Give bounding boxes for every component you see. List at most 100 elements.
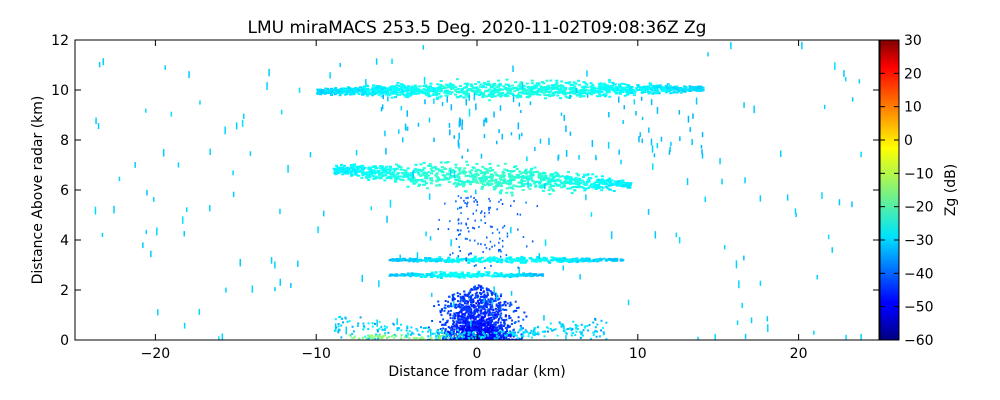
echo-cell — [435, 172, 439, 175]
echo-cell — [495, 313, 498, 316]
echo-cell — [483, 305, 486, 308]
echo-cell — [392, 334, 395, 337]
echo-cell — [499, 306, 502, 309]
echo-cell — [470, 320, 472, 327]
echo-cell — [508, 175, 512, 178]
echo-cell — [549, 322, 552, 325]
echo-cell — [538, 182, 541, 185]
echo-cell — [478, 318, 481, 321]
echo-cell — [400, 274, 403, 277]
echo-cell — [589, 89, 593, 92]
echo-cell — [542, 82, 546, 85]
echo-cell — [470, 287, 473, 290]
echo-cell — [462, 307, 465, 309]
echo-cell — [593, 89, 597, 92]
echo-cell — [485, 334, 488, 337]
echo-cell — [460, 306, 463, 309]
echo-cell — [431, 166, 435, 169]
echo-cell — [458, 170, 462, 173]
echo-cell — [456, 90, 460, 93]
echo-cell — [393, 333, 396, 336]
echo-cell — [500, 334, 503, 337]
echo-cell — [367, 179, 371, 181]
echo-cell — [608, 177, 612, 180]
echo-cell — [378, 327, 381, 330]
echo-cell — [838, 199, 841, 206]
echo-cell — [429, 85, 432, 88]
echo-cell — [500, 259, 504, 261]
echo-cell — [409, 88, 413, 91]
echo-cell — [502, 182, 506, 184]
echo-cell — [669, 85, 673, 88]
echo-cell — [243, 113, 245, 119]
echo-cell — [666, 83, 670, 86]
echo-cell — [479, 169, 483, 172]
echo-cell — [417, 173, 421, 176]
echo-cell — [527, 180, 529, 188]
echo-cell — [692, 86, 695, 88]
echo-cell — [499, 314, 502, 317]
echo-cell — [490, 94, 494, 97]
echo-cell — [479, 91, 483, 94]
echo-cell — [406, 172, 410, 175]
echo-cell — [694, 86, 698, 89]
echo-cell — [467, 331, 470, 334]
echo-cell — [505, 318, 508, 321]
echo-cell — [519, 328, 522, 331]
echo-cell — [476, 174, 480, 176]
echo-cell — [535, 93, 539, 96]
echo-cell — [551, 86, 555, 89]
echo-cell — [730, 42, 732, 50]
echo-cell — [270, 257, 273, 264]
echo-cell — [446, 275, 450, 277]
echo-cell — [332, 167, 336, 170]
echo-cell — [377, 170, 381, 173]
echo-cell — [440, 88, 443, 91]
echo-cell — [474, 326, 477, 329]
echo-cell — [427, 335, 430, 338]
echo-cell — [466, 274, 470, 277]
echo-cell — [482, 92, 485, 95]
echo-cell — [573, 186, 577, 188]
echo-cell — [373, 335, 376, 338]
echo-cell — [334, 90, 338, 93]
echo-cell — [532, 259, 536, 261]
echo-cell — [406, 126, 409, 131]
echo-cell — [595, 184, 599, 186]
echo-cell — [498, 310, 501, 313]
echo-cell — [487, 274, 491, 277]
echo-cell — [487, 288, 490, 291]
echo-cell — [417, 273, 421, 276]
echo-cell — [444, 94, 448, 97]
echo-cell — [593, 181, 597, 184]
echo-cell — [503, 337, 506, 340]
echo-cell — [479, 312, 482, 315]
echo-cell — [182, 216, 184, 224]
echo-cell — [469, 333, 471, 336]
echo-cell — [500, 88, 504, 91]
echo-cell — [469, 180, 472, 183]
echo-cell — [534, 332, 537, 335]
echo-cell — [367, 166, 371, 169]
echo-cell — [461, 314, 464, 317]
echo-cell — [457, 318, 460, 321]
echo-cell — [370, 93, 374, 96]
echo-cell — [461, 317, 464, 320]
echo-cell — [367, 336, 370, 339]
echo-cell — [467, 293, 469, 296]
echo-cell — [439, 84, 443, 86]
echo-cell — [575, 181, 578, 184]
echo-cell — [400, 83, 403, 86]
echo-cell — [446, 333, 449, 335]
echo-cell — [594, 330, 597, 332]
echo-cell — [482, 331, 485, 334]
echo-cell — [477, 299, 480, 302]
echo-cell — [563, 185, 567, 188]
echo-cell — [628, 183, 632, 186]
echo-cell — [483, 311, 486, 314]
echo-cell — [457, 335, 460, 338]
echo-cell — [556, 179, 560, 182]
echo-cell — [478, 333, 481, 335]
echo-cell — [340, 92, 344, 95]
echo-cell — [404, 259, 408, 262]
